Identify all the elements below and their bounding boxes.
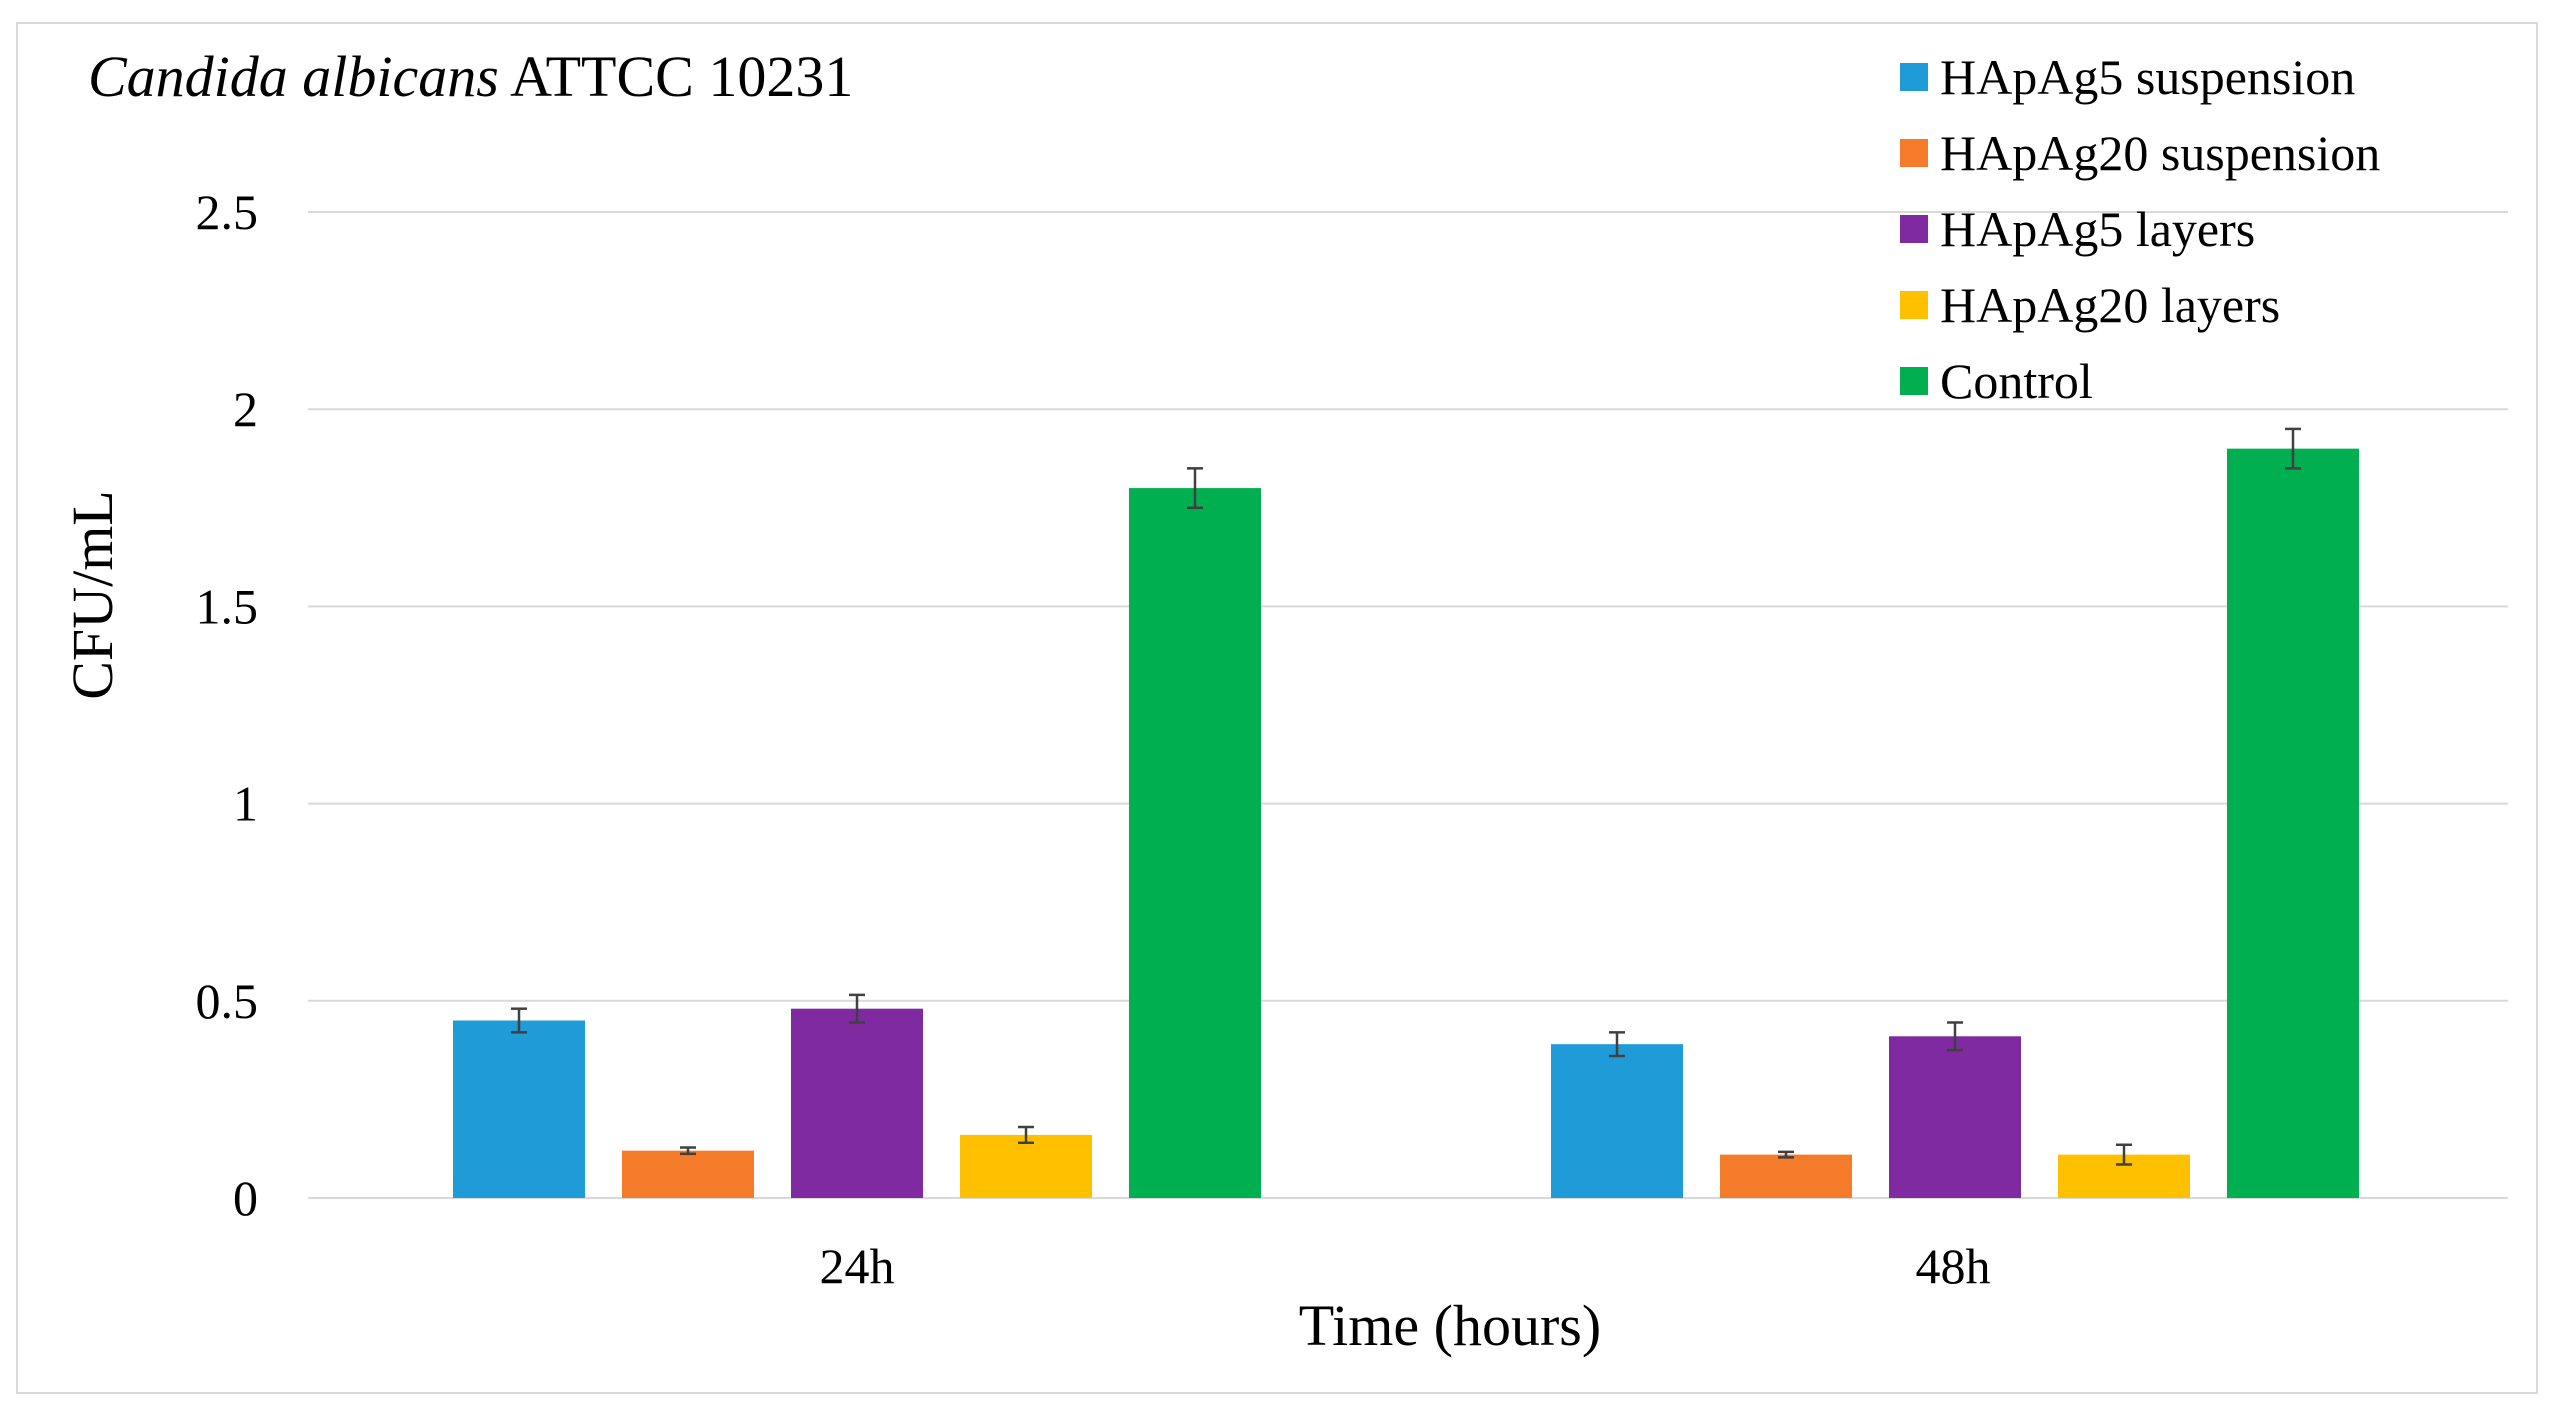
legend-item-hapag20-suspension: HApAg20 suspension [1900, 125, 2380, 181]
y-tick-label: 1.5 [196, 578, 259, 634]
legend-item-control: Control [1900, 353, 2093, 409]
bar-hapag20-suspension-48h [1720, 1154, 1852, 1198]
legend-item-hapag5-suspension: HApAg5 suspension [1900, 49, 2355, 105]
legend-label: HApAg20 suspension [1940, 125, 2380, 181]
error-bar-hapag20-suspension-24h [680, 1146, 696, 1156]
error-bar-hapag20-layers-24h [1018, 1125, 1034, 1145]
legend-item-hapag20-layers: HApAg20 layers [1900, 277, 2280, 333]
legend-label: Control [1940, 353, 2093, 409]
legend-swatch [1900, 215, 1928, 243]
legend-swatch [1900, 367, 1928, 395]
y-tick-label: 2.5 [196, 184, 259, 240]
legend-label: HApAg5 suspension [1940, 49, 2355, 105]
legend: HApAg5 suspension HApAg20 suspension HApAg… [1900, 49, 2380, 409]
y-tick-label: 0.5 [196, 973, 259, 1029]
error-bars [511, 427, 2301, 1166]
y-tick-label: 0 [233, 1170, 258, 1226]
error-bar-hapag5-suspension-48h [1609, 1031, 1625, 1058]
x-tick-label-48h: 48h [1916, 1238, 1991, 1294]
legend-swatch [1900, 139, 1928, 167]
x-tick-labels: 24h 48h [820, 1238, 1991, 1294]
bar-hapag5-layers-48h [1889, 1036, 2021, 1198]
error-bar-control-24h [1187, 467, 1203, 510]
legend-label: HApAg5 layers [1940, 201, 2255, 257]
bar-control-48h [2227, 448, 2359, 1198]
legend-swatch [1900, 291, 1928, 319]
chart-title-italic: Candida albicans [88, 44, 499, 109]
chart-title: Candida albicans ATTCC 10231 [88, 44, 853, 109]
chart-title-rest: ATTCC 10231 [499, 44, 854, 109]
legend-swatch [1900, 63, 1928, 91]
bars [453, 448, 2359, 1199]
error-bar-control-48h [2285, 427, 2301, 470]
error-bar-hapag20-suspension-48h [1778, 1150, 1794, 1159]
y-axis-title: CFU/mL [60, 490, 125, 700]
legend-label: HApAg20 layers [1940, 277, 2280, 333]
bar-hapag5-suspension-48h [1551, 1044, 1683, 1198]
error-bar-hapag5-layers-48h [1947, 1021, 1963, 1052]
bar-hapag5-suspension-24h [453, 1020, 585, 1198]
bar-hapag20-suspension-24h [622, 1150, 754, 1198]
bar-control-24h [1129, 488, 1261, 1199]
legend-item-hapag5-layers: HApAg5 layers [1900, 201, 2255, 257]
gridlines [308, 211, 2508, 1199]
error-bar-hapag5-layers-24h [849, 993, 865, 1024]
x-axis-title: Time (hours) [1299, 1293, 1601, 1358]
bar-hapag20-layers-24h [960, 1134, 1092, 1198]
error-bar-hapag20-layers-48h [2116, 1143, 2132, 1166]
y-tick-label: 1 [233, 776, 258, 832]
error-bar-hapag5-suspension-24h [511, 1007, 527, 1034]
y-tick-labels: 0 0.5 1 1.5 2 2.5 [196, 184, 259, 1226]
y-tick-label: 2 [233, 381, 258, 437]
bar-hapag5-layers-24h [791, 1008, 923, 1198]
x-tick-label-24h: 24h [820, 1238, 895, 1294]
